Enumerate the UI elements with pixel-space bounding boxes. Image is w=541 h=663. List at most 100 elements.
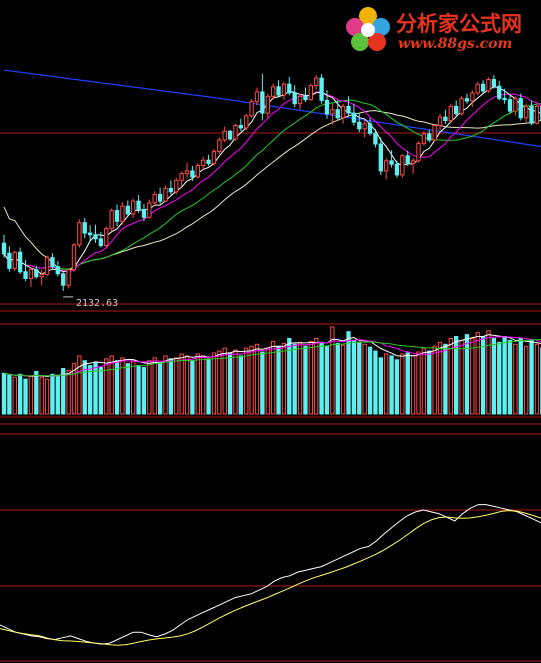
volume-bar (454, 336, 459, 415)
candle-body (405, 155, 410, 165)
candle-body (491, 78, 497, 87)
candle-body (335, 109, 340, 119)
candle-body (454, 105, 459, 115)
candle-body (518, 98, 523, 119)
candle-body (34, 269, 39, 278)
candle-body (109, 210, 114, 230)
volume-bar (168, 358, 174, 415)
volume-bar (367, 346, 373, 415)
candle-body (217, 139, 222, 152)
candle-body (357, 121, 362, 130)
candle-body (470, 92, 475, 102)
candle-body (475, 83, 480, 94)
candle-body (61, 273, 66, 286)
volume-bar (23, 378, 28, 415)
volume-bar (335, 342, 340, 415)
candle-body (389, 160, 394, 165)
volume-bar (507, 339, 513, 415)
candle-body (513, 98, 518, 112)
candle-body (427, 133, 432, 141)
volume-bar (270, 340, 276, 415)
candle-body (93, 234, 98, 240)
volume-bar (12, 376, 17, 415)
ma-mid-line (3, 91, 541, 273)
oscillator-main-line (0, 504, 541, 645)
candle-body (367, 123, 373, 134)
candle-body (292, 92, 297, 105)
volume-bar (136, 365, 141, 415)
candle-body (249, 101, 254, 117)
volume-bar (400, 353, 405, 415)
ma-fast-line (3, 86, 541, 275)
volume-bar (77, 355, 82, 415)
volume-bar (470, 337, 475, 415)
volume-bar (109, 355, 114, 415)
candle-body (7, 252, 12, 269)
volume-bar (104, 358, 109, 415)
candle-body (87, 232, 93, 236)
volume-bar (265, 347, 270, 415)
candle-body (82, 222, 87, 234)
volume-bar (222, 347, 227, 415)
volume-bar (362, 343, 367, 415)
volume-bar (497, 341, 502, 415)
watermark: 分析家公式网 www.88gs.com (340, 0, 541, 58)
volume-bar (378, 357, 383, 415)
volume-bar (179, 353, 184, 415)
candle-body (448, 105, 453, 121)
candle-body (71, 244, 77, 271)
candle-body (421, 133, 427, 144)
candle-body (222, 130, 227, 141)
volume-bar (98, 367, 104, 415)
candle-body (23, 271, 28, 279)
volume-bar (314, 337, 319, 415)
price-low-label: 2132.63 (76, 298, 119, 309)
volume-bar (238, 355, 244, 415)
volume-ma-mid-line (3, 336, 541, 377)
candle-body (195, 165, 200, 178)
volume-bar (437, 341, 443, 415)
volume-bar (394, 359, 400, 415)
candle-body (265, 95, 270, 114)
volume-bar (131, 359, 136, 415)
volume-bar (28, 375, 34, 415)
volume-bar (55, 374, 60, 415)
volume-bar (260, 351, 265, 415)
candle-body (227, 130, 233, 140)
volume-bar (292, 343, 297, 415)
oscillator-signal-line (0, 510, 541, 646)
watermark-site-name: 分析家公式网 (396, 12, 522, 36)
candle-body (260, 91, 265, 114)
candle-body (190, 170, 195, 178)
candle-body (443, 116, 448, 121)
volume-bar (201, 355, 206, 415)
candle-body (303, 95, 308, 101)
volume-bar (120, 357, 125, 415)
candle-body (206, 159, 211, 165)
candle-body (44, 257, 50, 275)
candle-body (287, 83, 292, 94)
candle-body (416, 142, 421, 162)
volume-bar (405, 352, 410, 415)
candle-body (17, 251, 23, 273)
candle-body (120, 205, 125, 222)
candle-body (211, 150, 217, 165)
volume-bar (534, 343, 540, 415)
volume-bar (87, 365, 93, 415)
volume-bar (384, 353, 389, 415)
candle-body (104, 228, 109, 247)
candle-body (330, 109, 335, 115)
volume-ma-slow-line (3, 339, 541, 377)
volume-bar (373, 350, 378, 415)
volume-bar (287, 337, 292, 415)
volume-bar (61, 367, 66, 415)
candle-body (529, 105, 534, 124)
candle-body (233, 125, 238, 140)
volume-bar (308, 340, 314, 415)
candle-body (378, 143, 383, 172)
candle-body (131, 200, 136, 215)
candle-body (174, 179, 179, 193)
candle-body (400, 155, 405, 176)
